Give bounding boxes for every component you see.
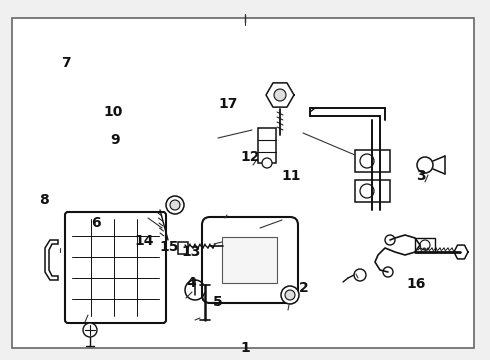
Circle shape	[420, 240, 430, 250]
Text: 12: 12	[240, 150, 260, 163]
Bar	[355, 150, 390, 172]
Circle shape	[354, 269, 366, 281]
Circle shape	[360, 184, 374, 198]
Text: 3: 3	[416, 170, 426, 183]
Circle shape	[281, 286, 299, 304]
Text: 8: 8	[39, 193, 49, 207]
Circle shape	[274, 89, 286, 101]
Text: 15: 15	[159, 240, 179, 253]
FancyBboxPatch shape	[202, 217, 298, 303]
Text: 16: 16	[407, 278, 426, 291]
Circle shape	[385, 235, 395, 245]
Circle shape	[285, 290, 295, 300]
Circle shape	[262, 158, 272, 168]
Circle shape	[417, 157, 433, 173]
Circle shape	[383, 267, 393, 277]
Circle shape	[83, 323, 97, 337]
Text: 2: 2	[299, 281, 309, 295]
Text: 10: 10	[103, 105, 122, 118]
Text: 14: 14	[135, 234, 154, 248]
Text: 1: 1	[240, 342, 250, 355]
Text: 9: 9	[110, 134, 120, 147]
Bar	[355, 180, 390, 202]
Bar	[258, 128, 276, 163]
Bar	[222, 237, 277, 283]
Circle shape	[166, 196, 184, 214]
FancyBboxPatch shape	[65, 212, 166, 323]
Bar	[178, 242, 188, 254]
Polygon shape	[45, 240, 58, 280]
Text: 5: 5	[213, 296, 223, 309]
Text: 4: 4	[186, 276, 196, 289]
Circle shape	[170, 200, 180, 210]
Text: 6: 6	[91, 216, 100, 230]
Bar	[415, 238, 435, 252]
Text: 7: 7	[61, 56, 71, 70]
Circle shape	[360, 154, 374, 168]
Text: 11: 11	[282, 170, 301, 183]
Text: 13: 13	[181, 245, 201, 259]
Text: 17: 17	[218, 98, 238, 111]
